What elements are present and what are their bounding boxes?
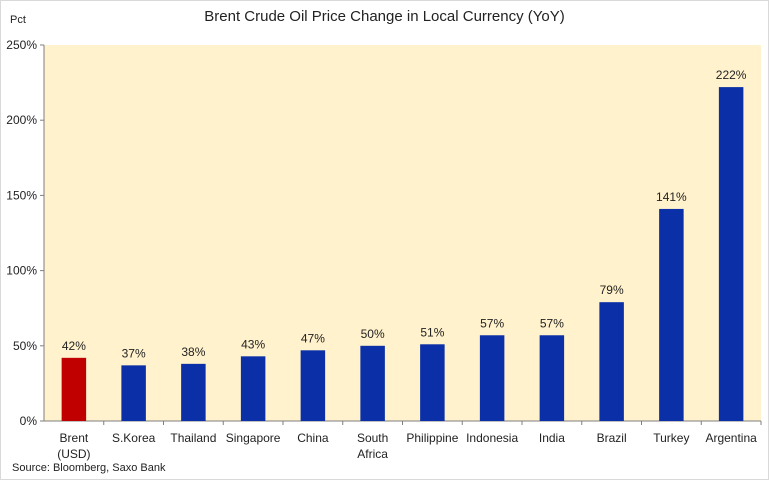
category-label: S.Korea: [112, 431, 156, 445]
y-tick-label: 200%: [6, 113, 37, 127]
data-label: 79%: [600, 283, 624, 297]
bar: [599, 302, 624, 421]
bar: [240, 356, 266, 421]
data-label: 57%: [540, 316, 564, 330]
category-label: Indonesia: [466, 431, 518, 445]
chart-title: Brent Crude Oil Price Change in Local Cu…: [204, 8, 565, 25]
bar: [718, 87, 744, 421]
y-tick-label: 150%: [6, 188, 37, 202]
data-label: 47%: [301, 331, 325, 345]
category-label: Brazil: [597, 431, 627, 445]
y-tick-label: 100%: [6, 264, 37, 278]
bar: [539, 335, 565, 421]
source-note: Source: Bloomberg, Saxo Bank: [12, 462, 166, 474]
y-tick-label: 50%: [13, 339, 37, 353]
bar: [300, 350, 326, 421]
y-tick-label: 0%: [20, 414, 38, 428]
category-label: India: [539, 431, 565, 445]
plot-area: [44, 45, 761, 421]
category-label: Thailand: [170, 431, 216, 445]
data-label: 51%: [420, 325, 444, 339]
data-label: 141%: [656, 190, 687, 204]
category-label: South Africa: [357, 431, 388, 461]
category-label: Argentina: [705, 431, 757, 445]
category-label: Philippine: [406, 431, 458, 445]
data-label: 38%: [181, 345, 205, 359]
bar: [181, 363, 206, 421]
bar: [479, 335, 505, 421]
data-label: 43%: [241, 337, 265, 351]
bar: [121, 365, 146, 421]
data-label: 222%: [716, 68, 747, 82]
data-label: 50%: [361, 327, 385, 341]
bar: [659, 208, 684, 421]
data-label: 57%: [480, 316, 504, 330]
category-label: China: [297, 431, 329, 445]
data-label: 37%: [122, 346, 146, 360]
bar: [420, 344, 445, 421]
data-label: 42%: [62, 339, 86, 353]
bar: [61, 357, 87, 421]
category-label: Brent (USD): [57, 431, 90, 461]
y-axis-unit-label: Pct: [10, 14, 26, 26]
y-tick-label: 250%: [6, 38, 37, 52]
bar: [360, 345, 385, 421]
category-label: Singapore: [226, 431, 281, 445]
category-label: Turkey: [653, 431, 689, 445]
